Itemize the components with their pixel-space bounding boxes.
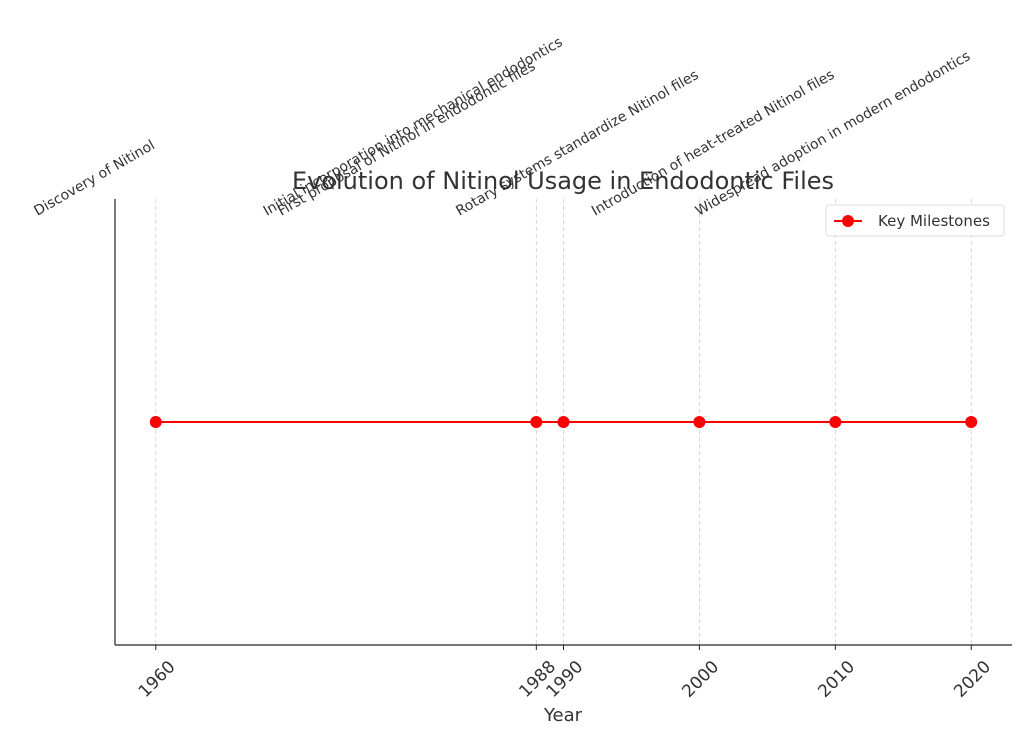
chart-title: Evolution of Nitinol Usage in Endodontic… bbox=[292, 167, 834, 195]
x-tick-label: 2010 bbox=[814, 657, 859, 702]
legend-label: Key Milestones bbox=[878, 212, 990, 230]
marker bbox=[557, 416, 570, 428]
x-tick-label: 2020 bbox=[950, 657, 995, 702]
marker bbox=[829, 416, 842, 428]
legend-marker bbox=[842, 215, 854, 227]
marker bbox=[693, 416, 706, 428]
legend: Key Milestones bbox=[825, 204, 1005, 237]
marker bbox=[530, 416, 543, 428]
legend-box bbox=[825, 204, 1005, 237]
marker bbox=[965, 416, 978, 428]
x-tick-label: 1960 bbox=[135, 657, 180, 702]
x-tick-label: 2000 bbox=[678, 657, 723, 702]
annotation: Discovery of Nitinol bbox=[31, 137, 157, 219]
marker bbox=[149, 416, 162, 428]
x-axis-label: Year bbox=[543, 705, 583, 726]
